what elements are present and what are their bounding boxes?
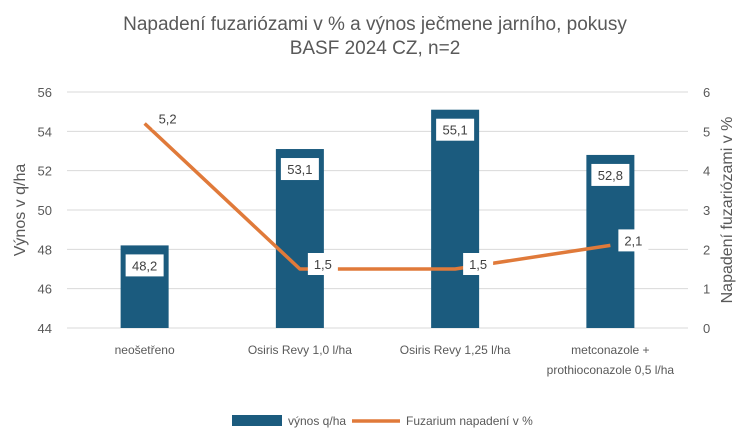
legend-label-bar: výnos q/ha bbox=[288, 414, 346, 428]
y2-tick-label: 1 bbox=[703, 282, 710, 297]
x-tick-label: Osiris Revy 1,25 l/ha bbox=[400, 343, 511, 357]
line-data-label: 2,1 bbox=[624, 233, 642, 248]
line-data-label: 5,2 bbox=[159, 111, 177, 126]
line-data-label: 1,5 bbox=[469, 257, 487, 272]
line-data-label-bg bbox=[152, 107, 183, 130]
y2-tick-label: 5 bbox=[703, 124, 710, 139]
bar-data-label-bg bbox=[436, 118, 475, 141]
legend-label-line: Fuzarium napadení v % bbox=[406, 414, 533, 428]
line-data-label-bg bbox=[463, 253, 494, 275]
line-data-label-bg bbox=[307, 253, 338, 275]
y-tick-label: 50 bbox=[38, 203, 52, 218]
y-axis-label: Výnos v q/ha bbox=[12, 164, 29, 257]
bar-data-label: 53,1 bbox=[287, 162, 312, 177]
y2-tick-label: 4 bbox=[703, 164, 710, 179]
y-tick-label: 48 bbox=[38, 242, 52, 257]
bar-2 bbox=[431, 109, 480, 328]
bar-data-label-bg bbox=[125, 254, 164, 277]
line-series-fuzarium bbox=[143, 122, 611, 271]
bar-data-label: 55,1 bbox=[442, 123, 467, 138]
y2-tick-label: 0 bbox=[703, 321, 710, 336]
line-data-label: 1,5 bbox=[314, 257, 332, 272]
chart-title-line-2: BASF 2024 CZ, n=2 bbox=[290, 38, 461, 59]
y2-tick-label: 2 bbox=[703, 242, 710, 257]
x-tick-label: Osiris Revy 1,0 l/ha bbox=[248, 343, 352, 357]
y2-tick-label: 6 bbox=[703, 85, 710, 100]
bar-data-label: 48,2 bbox=[132, 258, 157, 273]
y-tick-label: 52 bbox=[38, 164, 52, 179]
legend: výnos q/ha Fuzarium napadení v % bbox=[232, 414, 533, 428]
y2-axis-label: Napadení fuzariózami v % bbox=[719, 117, 736, 304]
y-tick-label: 46 bbox=[38, 282, 52, 297]
y-tick-label: 44 bbox=[38, 321, 52, 336]
y-tick-label: 56 bbox=[38, 85, 52, 100]
y2-tick-label: 3 bbox=[703, 203, 710, 218]
legend-swatch-bar bbox=[232, 415, 282, 426]
bar-data-label-bg bbox=[280, 158, 319, 181]
x-tick-label: prothioconazole 0,5 l/ha bbox=[547, 363, 675, 377]
x-tick-label: neošetřeno bbox=[115, 343, 175, 357]
chart-title-line-1: Napadení fuzariózami v % a výnos ječmene… bbox=[123, 14, 627, 35]
x-tick-label: metconazole + bbox=[571, 343, 649, 357]
y-tick-label: 54 bbox=[38, 124, 52, 139]
line-data-label-bg bbox=[618, 229, 649, 252]
bar-data-label: 52,8 bbox=[598, 168, 623, 183]
bar-data-label-bg bbox=[591, 163, 630, 186]
